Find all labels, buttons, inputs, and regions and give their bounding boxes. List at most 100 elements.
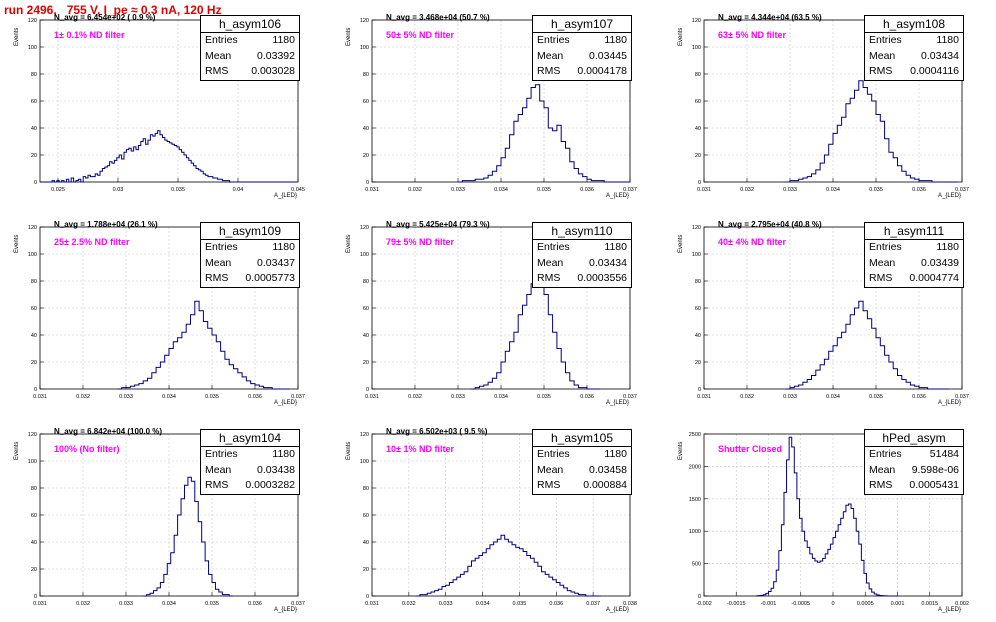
histogram-bin bbox=[583, 177, 587, 182]
x-tick-label: -0.001 bbox=[761, 601, 777, 607]
x-tick-label: 0.036 bbox=[580, 187, 594, 193]
x-tick-label: 0.037 bbox=[623, 187, 637, 193]
histogram-bin bbox=[531, 284, 535, 389]
histogram-bin bbox=[126, 150, 128, 182]
histogram-bin bbox=[514, 332, 518, 389]
histogram-bin bbox=[540, 101, 544, 182]
y-tick-label: 0 bbox=[698, 594, 701, 600]
histogram-bin bbox=[195, 502, 198, 597]
stats-box: h_asym106 Entries 1180 Mean 0.03392 RMS 0.0030… bbox=[200, 15, 300, 81]
histogram-bin bbox=[803, 178, 807, 182]
y-tick-label: 80 bbox=[695, 279, 701, 285]
stats-key: RMS bbox=[205, 479, 229, 491]
histogram-bin bbox=[789, 437, 792, 596]
x-axis-label: A_{LED} bbox=[938, 400, 962, 406]
histogram-bin bbox=[872, 101, 876, 182]
x-tick-label: 0.031 bbox=[365, 601, 379, 607]
y-tick-label: 120 bbox=[360, 432, 369, 438]
histogram-bin bbox=[518, 315, 522, 389]
histogram-bin bbox=[848, 504, 851, 596]
stats-row-rms: RMS 0.0005773 bbox=[201, 271, 299, 287]
y-axis-label: Events bbox=[14, 234, 20, 253]
histogram-bin bbox=[549, 577, 553, 596]
stats-value-entries: 1180 bbox=[272, 34, 295, 46]
stats-row-rms: RMS 0.0005431 bbox=[865, 478, 963, 494]
histogram-bin bbox=[841, 518, 844, 596]
histogram-bin bbox=[829, 351, 833, 389]
histogram-bin bbox=[484, 178, 488, 182]
histogram-bin bbox=[889, 152, 893, 182]
x-tick-label: 0.033 bbox=[451, 394, 465, 400]
stats-box: h_asym108 Entries 1180 Mean 0.03434 RMS 0.0004… bbox=[864, 15, 964, 81]
histogram-bin bbox=[475, 558, 479, 596]
stats-key: Mean bbox=[205, 49, 232, 62]
x-tick-label: 0.036 bbox=[248, 601, 262, 607]
histogram-bin bbox=[828, 549, 831, 596]
x-tick-label: 0.0015 bbox=[921, 601, 938, 607]
histogram-bin bbox=[557, 349, 561, 390]
stats-key: RMS bbox=[537, 65, 561, 77]
histogram-bin bbox=[906, 382, 910, 389]
stats-key: Entries bbox=[537, 448, 570, 460]
stats-row-entries: Entries 1180 bbox=[865, 240, 963, 256]
y-tick-label: 100 bbox=[360, 45, 369, 51]
y-tick-label: 1500 bbox=[689, 497, 701, 503]
histogram-bin bbox=[179, 150, 181, 182]
x-tick-label: 0.034 bbox=[494, 187, 508, 193]
histogram-bin bbox=[219, 592, 222, 596]
stats-key: Entries bbox=[869, 448, 902, 460]
y-tick-label: 60 bbox=[363, 99, 369, 105]
histogram-plot: 0.031 0.032 0.033 0.034 0.035 0.036 0.037 0 20 40… bbox=[28, 225, 305, 400]
histogram-bin bbox=[851, 509, 854, 596]
histogram-bin bbox=[198, 522, 201, 596]
histogram-bin bbox=[807, 547, 810, 596]
plot-frame bbox=[371, 433, 631, 597]
stats-key: Entries bbox=[205, 34, 238, 46]
histogram-bin bbox=[553, 131, 557, 182]
histogram-bin bbox=[479, 556, 483, 597]
histogram-bin bbox=[867, 319, 871, 389]
histogram-bin bbox=[492, 378, 496, 389]
stats-value-rms: 0.0004178 bbox=[577, 65, 627, 77]
histogram-panel-h_asym105: 0.031 0.032 0.033 0.034 0.035 0.036 0.037 0.038… bbox=[332, 414, 664, 621]
histogram-bin bbox=[527, 98, 531, 182]
x-tick-label: 0.032 bbox=[740, 187, 754, 193]
histogram-bin bbox=[158, 131, 160, 182]
histogram-bin bbox=[560, 585, 564, 596]
histogram-bin bbox=[510, 135, 514, 182]
stats-value-entries: 1180 bbox=[936, 34, 959, 46]
histogram-bin bbox=[855, 308, 859, 389]
y-tick-label: 60 bbox=[363, 306, 369, 312]
histogram-plot: 0.031 0.032 0.033 0.034 0.035 0.036 0.037 0.038… bbox=[360, 432, 637, 607]
x-tick-label: 0.032 bbox=[408, 187, 422, 193]
stats-value-entries: 1180 bbox=[604, 448, 627, 460]
histogram-bin bbox=[833, 346, 837, 389]
stats-key: Entries bbox=[537, 241, 570, 253]
histogram-bin bbox=[850, 315, 854, 389]
histogram-bin bbox=[205, 561, 208, 596]
x-tick-label: 0.037 bbox=[955, 187, 969, 193]
y-axis-label: Events bbox=[678, 234, 684, 253]
histogram-bin bbox=[505, 539, 509, 596]
y-tick-label: 0 bbox=[366, 387, 369, 393]
y-tick-label: 20 bbox=[31, 567, 37, 573]
histogram-bin bbox=[501, 362, 505, 389]
histogram-bin bbox=[893, 158, 897, 182]
histogram-bin bbox=[545, 574, 549, 596]
x-axis-label: A_{LED} bbox=[606, 607, 630, 613]
histogram-bin bbox=[910, 385, 914, 389]
histogram-bin bbox=[468, 566, 472, 596]
x-tick-label: 0.037 bbox=[955, 394, 969, 400]
x-tick-label: 0.045 bbox=[291, 187, 305, 193]
x-tick-label: 0.033 bbox=[439, 601, 453, 607]
histogram-bin bbox=[153, 136, 155, 182]
x-tick-label: 0.032 bbox=[740, 394, 754, 400]
navg-label: N_avg = 5.425e+04 (79.3 %) bbox=[386, 220, 490, 229]
stats-value-mean: 0.03437 bbox=[257, 256, 295, 269]
stats-value-rms: 0.0003556 bbox=[577, 272, 627, 284]
stats-row-mean: Mean 9.598e-06 bbox=[865, 463, 963, 479]
histogram-panel-h_asym106: 0.025 0.03 0.035 0.04 0.045 0 20 40 60 80 100 120 Ev… bbox=[0, 0, 332, 207]
histogram-bin bbox=[893, 369, 897, 389]
stats-box: h_asym109 Entries 1180 Mean 0.03437 RMS 0.0005… bbox=[200, 222, 300, 288]
histogram-bin bbox=[829, 144, 833, 182]
